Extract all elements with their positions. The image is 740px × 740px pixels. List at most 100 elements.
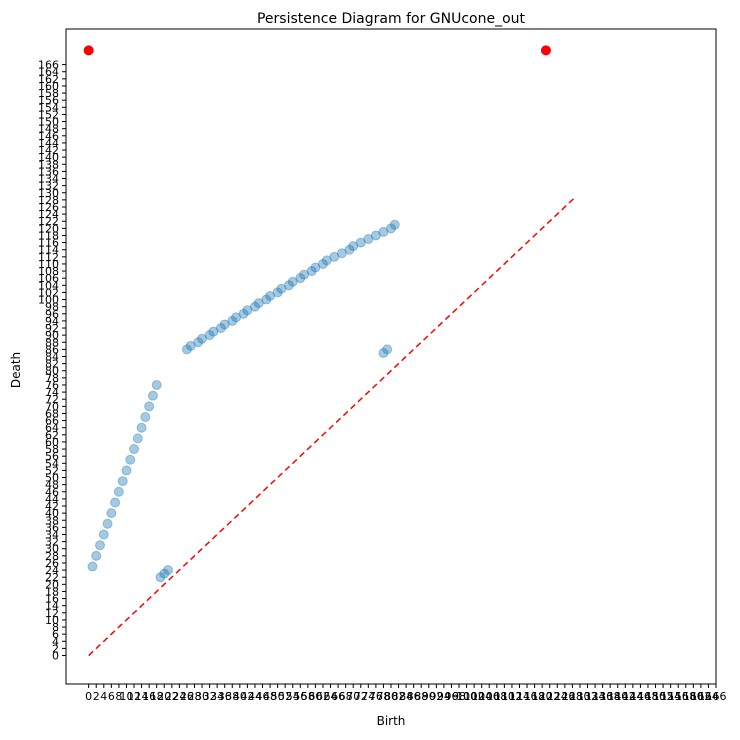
finite-point bbox=[117, 476, 128, 487]
finite-point bbox=[129, 444, 140, 455]
x-tick-label: 76 bbox=[369, 690, 383, 703]
y-tick-label: 62 bbox=[45, 429, 59, 442]
y-tick-label: 124 bbox=[38, 208, 59, 221]
x-tick-label: 146 bbox=[630, 690, 651, 703]
finite-point bbox=[336, 248, 347, 259]
x-tick-label: 68 bbox=[339, 690, 353, 703]
infinite-point bbox=[540, 45, 551, 56]
x-tick-label: 4 bbox=[100, 690, 107, 703]
x-tick-label: 12 bbox=[127, 690, 141, 703]
y-tick-label: 86 bbox=[45, 343, 59, 356]
x-tick-label: 86 bbox=[407, 690, 421, 703]
x-tick-label: 142 bbox=[615, 690, 636, 703]
finite-point bbox=[132, 433, 143, 444]
y-tick-label: 162 bbox=[38, 73, 59, 86]
y-tick-label: 0 bbox=[52, 650, 59, 663]
finite-point bbox=[106, 508, 117, 519]
x-tick-label: 0 bbox=[85, 690, 92, 703]
x-tick-label: 62 bbox=[316, 690, 330, 703]
finite-point bbox=[219, 319, 230, 330]
finite-point bbox=[208, 326, 219, 337]
y-tick-label: 28 bbox=[45, 550, 59, 563]
x-tick-label: 144 bbox=[622, 690, 643, 703]
x-tick-label: 72 bbox=[354, 690, 368, 703]
y-tick-label: 6 bbox=[52, 628, 59, 641]
x-tick-label: 46 bbox=[256, 690, 270, 703]
y-tick-label: 148 bbox=[38, 123, 59, 136]
y-tick-label: 146 bbox=[38, 130, 59, 143]
finite-point bbox=[193, 337, 204, 348]
y-tick-label: 18 bbox=[45, 585, 59, 598]
finite-point bbox=[382, 344, 393, 355]
finite-point bbox=[163, 565, 174, 576]
x-tick-label: 32 bbox=[203, 690, 217, 703]
x-tick-label: 66 bbox=[331, 690, 345, 703]
y-tick-label: 122 bbox=[38, 215, 59, 228]
x-tick-label: 106 bbox=[479, 690, 500, 703]
finite-point bbox=[306, 266, 317, 277]
x-tick-label: 154 bbox=[660, 690, 681, 703]
y-tick-label: 68 bbox=[45, 407, 59, 420]
x-tick-label: 88 bbox=[414, 690, 428, 703]
x-tick-label: 130 bbox=[569, 690, 590, 703]
finite-point bbox=[344, 244, 355, 255]
y-tick-label: 20 bbox=[45, 578, 59, 591]
x-tick-label: 158 bbox=[675, 690, 696, 703]
finite-point bbox=[389, 219, 400, 230]
chart-title: Persistence Diagram for GNUcone_out bbox=[257, 11, 526, 27]
x-tick-label: 140 bbox=[607, 690, 628, 703]
y-tick-label: 42 bbox=[45, 500, 59, 513]
y-tick-label: 104 bbox=[38, 279, 59, 292]
x-tick-label: 104 bbox=[471, 690, 492, 703]
y-tick-label: 118 bbox=[38, 229, 59, 242]
finite-point bbox=[98, 529, 109, 540]
y-tick-label: 22 bbox=[45, 571, 59, 584]
x-tick-label: 112 bbox=[501, 690, 522, 703]
x-tick-label: 84 bbox=[399, 690, 413, 703]
y-tick-label: 82 bbox=[45, 358, 59, 371]
x-tick-label: 96 bbox=[444, 690, 458, 703]
x-tick-label: 38 bbox=[225, 690, 239, 703]
x-tick-label: 42 bbox=[240, 690, 254, 703]
x-tick-label: 36 bbox=[218, 690, 232, 703]
y-tick-label: 16 bbox=[45, 593, 59, 606]
finite-point bbox=[95, 540, 106, 551]
x-tick-label: 102 bbox=[464, 690, 485, 703]
y-tick-label: 46 bbox=[45, 486, 59, 499]
data-points bbox=[83, 45, 551, 583]
y-tick-label: 8 bbox=[52, 621, 59, 634]
x-tick-label: 110 bbox=[494, 690, 515, 703]
x-tick-label: 120 bbox=[532, 690, 553, 703]
y-tick-label: 64 bbox=[45, 422, 59, 435]
y-tick-label: 110 bbox=[38, 258, 59, 271]
y-tick-label: 84 bbox=[45, 351, 59, 364]
y-tick-label: 88 bbox=[45, 336, 59, 349]
y-tick-label: 12 bbox=[45, 607, 59, 620]
finite-point bbox=[283, 280, 294, 291]
x-tick-label: 98 bbox=[452, 690, 466, 703]
y-tick-label: 140 bbox=[38, 151, 59, 164]
x-tick-label: 82 bbox=[392, 690, 406, 703]
y-tick-label: 108 bbox=[38, 265, 59, 278]
x-tick-label: 20 bbox=[157, 690, 171, 703]
x-tick-label: 22 bbox=[165, 690, 179, 703]
x-tick-label: 10 bbox=[119, 690, 133, 703]
x-tick-label: 26 bbox=[180, 690, 194, 703]
finite-point bbox=[355, 237, 366, 248]
y-axis-ticks: 0246810121416182022242628303234363840424… bbox=[38, 59, 66, 663]
x-tick-label: 124 bbox=[547, 690, 568, 703]
finite-point bbox=[378, 226, 389, 237]
finite-point bbox=[287, 276, 298, 287]
y-tick-label: 102 bbox=[38, 286, 59, 299]
x-tick-label: 94 bbox=[437, 690, 451, 703]
y-tick-label: 40 bbox=[45, 507, 59, 520]
y-tick-label: 10 bbox=[45, 614, 59, 627]
x-tick-label: 56 bbox=[293, 690, 307, 703]
y-tick-label: 30 bbox=[45, 543, 59, 556]
y-tick-label: 60 bbox=[45, 436, 59, 449]
finite-point bbox=[110, 497, 121, 508]
x-tick-label: 8 bbox=[115, 690, 122, 703]
y-tick-label: 76 bbox=[45, 379, 59, 392]
x-tick-label: 50 bbox=[271, 690, 285, 703]
